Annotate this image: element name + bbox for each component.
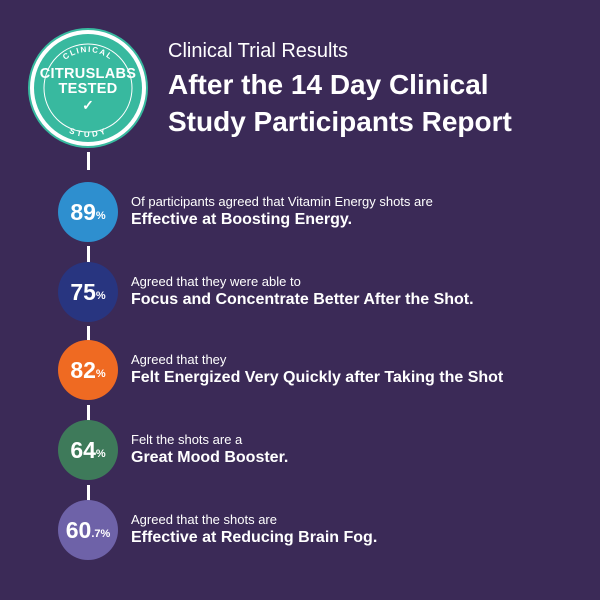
connector <box>87 152 90 170</box>
badge-bottom-text: STUDY <box>68 126 107 139</box>
stat-line-2: Effective at Boosting Energy. <box>131 211 353 228</box>
badge-top-text: CLINICAL <box>61 45 113 62</box>
stat-description: Agreed that they were able to Focus and C… <box>131 274 474 309</box>
stat-line-2: Focus and Concentrate Better After the S… <box>131 291 474 308</box>
svg-text:CLINICAL: CLINICAL <box>61 45 115 62</box>
stat-value: 89 <box>70 198 96 225</box>
citruslabs-tested-badge: CLINICAL STUDY CITRUSLABS TESTED ✓ <box>30 30 146 146</box>
stat-unit: % <box>95 448 106 460</box>
connector <box>87 326 90 344</box>
check-icon: ✓ <box>82 97 94 113</box>
stat-description: Of participants agreed that Vitamin Ener… <box>131 194 433 229</box>
stat-unit: % <box>95 368 106 380</box>
stat-line-1: Of participants agreed that Vitamin Ener… <box>131 194 433 209</box>
stat-unit: % <box>95 210 106 222</box>
stat-circle: 82% <box>58 340 118 400</box>
stat-value: 82 <box>70 356 96 383</box>
stat-line-1: Agreed that they <box>131 352 227 367</box>
subtitle: Clinical Trial Results <box>168 40 349 62</box>
stat-description: Agreed that they Felt Energized Very Quic… <box>131 352 503 387</box>
connector <box>87 405 90 423</box>
stat-line-2: Felt Energized Very Quickly after Taking… <box>131 369 504 386</box>
stat-circle: 60.7% <box>58 500 118 560</box>
stat-unit: % <box>95 290 106 302</box>
title-line-2: Study Participants Report <box>168 106 512 137</box>
stat-description: Felt the shots are a Great Mood Booster. <box>131 432 288 467</box>
stat-description: Agreed that the shots are Effective at Re… <box>131 512 377 547</box>
stat-line-2: Effective at Reducing Brain Fog. <box>131 529 378 546</box>
title-line-1: After the 14 Day Clinical <box>168 69 489 100</box>
connector <box>87 485 90 503</box>
connector <box>87 246 90 264</box>
stat-circle: 89% <box>58 182 118 242</box>
badge-line2: TESTED <box>58 81 118 97</box>
stat-value: 64 <box>70 436 96 463</box>
badge-line1: CITRUSLABS <box>39 66 137 82</box>
stat-unit: .7% <box>91 528 111 540</box>
stat-line-1: Agreed that they were able to <box>131 274 301 289</box>
stat-value: 60 <box>65 516 92 543</box>
stat-line-2: Great Mood Booster. <box>131 449 289 466</box>
stat-circle: 75% <box>58 262 118 322</box>
page-title: After the 14 Day Clinical Study Particip… <box>168 66 512 140</box>
stat-line-1: Felt the shots are a <box>131 432 243 447</box>
stat-value: 75 <box>70 278 96 305</box>
svg-text:STUDY: STUDY <box>68 126 108 139</box>
stat-line-1: Agreed that the shots are <box>131 512 277 527</box>
badge-ring: CLINICAL STUDY <box>43 43 133 139</box>
stat-circle: 64% <box>58 420 118 480</box>
